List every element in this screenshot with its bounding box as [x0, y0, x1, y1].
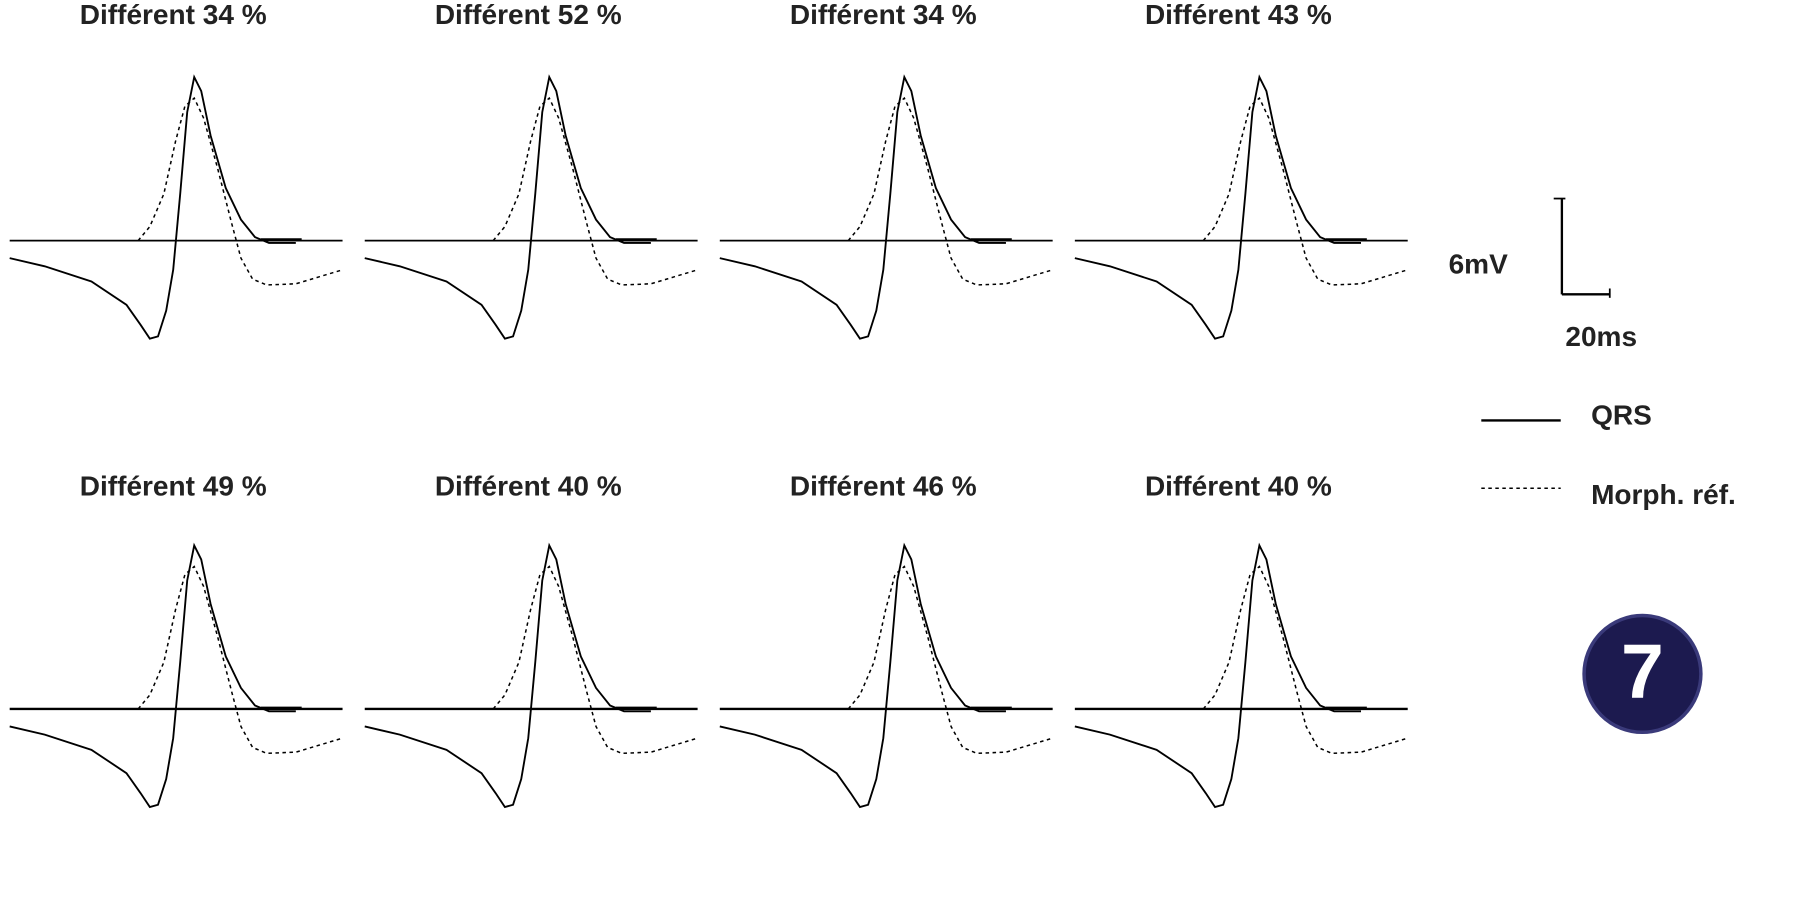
- panel-title: Différent 40 %: [435, 471, 622, 502]
- reference-trace: [1202, 96, 1408, 286]
- qrs-trace: [364, 542, 651, 809]
- reference-trace: [137, 565, 343, 755]
- scale-voltage: 6mV: [1449, 249, 1508, 280]
- badge-number: 7: [1621, 629, 1664, 715]
- scale-time: 20ms: [1565, 321, 1637, 352]
- qrs-trace: [364, 74, 651, 340]
- legend-label: Morph. réf.: [1591, 479, 1736, 510]
- reference-trace: [492, 96, 698, 286]
- qrs-trace: [719, 74, 1006, 340]
- reference-trace: [847, 96, 1053, 286]
- badge: [1582, 613, 1703, 735]
- panel-title: Différent 34 %: [790, 0, 977, 30]
- panel-title: Différent 40 %: [1145, 471, 1332, 502]
- reference-trace: [1202, 565, 1408, 755]
- qrs-trace: [1074, 542, 1362, 809]
- panels: Différent 34 % Différent 52 % Différent 34…: [9, 0, 1408, 809]
- reference-trace: [847, 565, 1053, 755]
- panel-title: Différent 34 %: [80, 0, 267, 30]
- panel-title: Différent 43 %: [1145, 0, 1332, 30]
- qrs-trace: [9, 74, 296, 340]
- panel-title: Différent 49 %: [80, 471, 267, 502]
- qrs-trace: [719, 542, 1006, 809]
- panel-title: Différent 46 %: [790, 471, 977, 502]
- reference-trace: [137, 96, 343, 286]
- qrs-trace: [9, 542, 296, 809]
- legend-label: QRS: [1591, 399, 1652, 430]
- reference-trace: [492, 565, 698, 755]
- qrs-trace: [1074, 74, 1362, 340]
- panel-title: Différent 52 %: [435, 0, 622, 30]
